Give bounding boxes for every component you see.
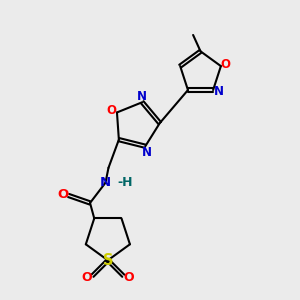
Text: O: O: [123, 271, 134, 284]
Text: S: S: [103, 253, 113, 268]
Text: O: O: [220, 58, 231, 71]
Text: N: N: [142, 146, 152, 159]
Text: N: N: [214, 85, 224, 98]
Text: -H: -H: [117, 176, 133, 189]
Text: O: O: [106, 104, 117, 117]
Text: O: O: [82, 271, 92, 284]
Text: N: N: [100, 176, 111, 189]
Text: O: O: [58, 188, 69, 200]
Text: N: N: [137, 90, 147, 103]
